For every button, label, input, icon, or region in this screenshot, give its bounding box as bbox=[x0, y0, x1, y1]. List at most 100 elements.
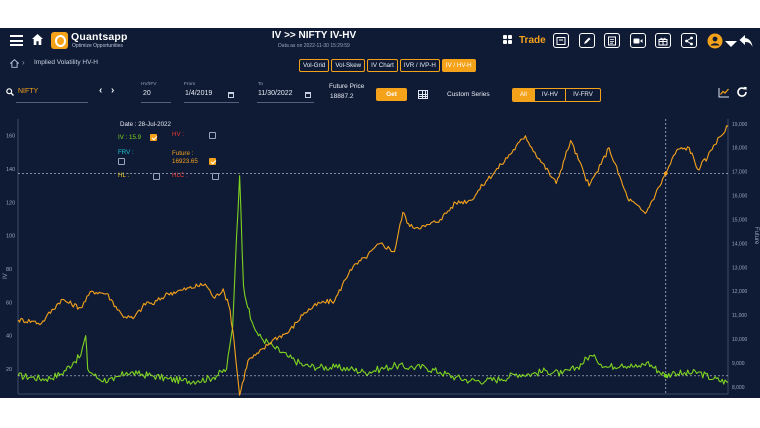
hv-ifv-underline bbox=[141, 102, 171, 103]
data-timestamp: Data as on 2022-11-30 15:29:59 bbox=[278, 43, 350, 49]
series-iv-frv-button[interactable]: IV-FRV bbox=[573, 91, 593, 98]
hv-ifv-input[interactable]: 20 bbox=[143, 90, 151, 97]
notes-icon[interactable] bbox=[604, 33, 620, 48]
calendar-icon[interactable] bbox=[228, 92, 234, 98]
table-icon[interactable] bbox=[418, 90, 428, 99]
to-underline bbox=[257, 102, 314, 103]
y2-tick-label: 19,000 bbox=[732, 122, 748, 128]
legend-future-checkbox[interactable] bbox=[209, 158, 216, 165]
hv-ifv-label: HV/IFV bbox=[141, 82, 157, 87]
video-icon[interactable] bbox=[630, 33, 646, 48]
to-label: To bbox=[258, 82, 264, 87]
symbol-input[interactable]: NIFTY bbox=[18, 88, 39, 95]
future-price-value: 18887.2 bbox=[330, 93, 354, 100]
series-iv-hv-button[interactable]: IV-HV bbox=[535, 89, 567, 101]
y2-tick-label: 10,000 bbox=[732, 337, 748, 343]
legend-iv-checkbox[interactable] bbox=[150, 134, 157, 141]
calendar-icon[interactable] bbox=[305, 92, 311, 98]
line-chart-icon[interactable] bbox=[718, 87, 730, 98]
iv-hv-chart[interactable]: 20 40 60 80 100 120 140 160 8,000 9,000 10,000 11,0… bbox=[0, 111, 760, 398]
y2-tick-label: 14,000 bbox=[732, 241, 748, 247]
y2-tick-label: 16,000 bbox=[732, 194, 748, 200]
trade-button[interactable]: Trade bbox=[519, 35, 546, 46]
breadcrumb-chevron-icon: › bbox=[22, 58, 25, 67]
legend-date: Date : 28-Jul-2022 bbox=[120, 121, 171, 128]
brand-tagline: Optimize Opportunities bbox=[72, 43, 123, 49]
tab-iv-hv-h[interactable]: IV / HV-H bbox=[441, 59, 476, 72]
brand-logo[interactable] bbox=[51, 32, 68, 49]
from-date-input[interactable]: 1/4/2019 bbox=[185, 90, 213, 97]
apps-icon[interactable] bbox=[503, 35, 513, 45]
y2-tick-label: 11,000 bbox=[732, 313, 747, 319]
legend-hv: HV : bbox=[172, 131, 185, 138]
crosshair-point-iv bbox=[663, 374, 668, 378]
share-icon[interactable] bbox=[681, 33, 697, 48]
y2-tick-label: 12,000 bbox=[732, 289, 748, 295]
y-tick-label: 100 bbox=[6, 234, 15, 240]
legend-hl-checkbox[interactable] bbox=[153, 173, 160, 180]
tab-iv-chart[interactable]: IV Chart bbox=[367, 59, 398, 72]
y2-axis-label: Future bbox=[753, 227, 759, 245]
legend-hv-checkbox[interactable] bbox=[209, 132, 216, 139]
y-tick-label: 80 bbox=[6, 267, 12, 273]
tab-ivr-ivp-h[interactable]: IVR / IVP-H bbox=[399, 59, 440, 72]
get-button[interactable]: Get bbox=[376, 88, 407, 101]
from-underline bbox=[184, 102, 239, 103]
y-tick-label: 40 bbox=[6, 334, 12, 340]
y2-tick-label: 17,000 bbox=[732, 170, 748, 176]
export-icon[interactable] bbox=[553, 33, 569, 48]
legend-frv-checkbox[interactable] bbox=[118, 158, 125, 165]
series-line-iv bbox=[17, 175, 729, 385]
series-line-future bbox=[17, 125, 729, 396]
y-axis-label: IV bbox=[3, 273, 9, 279]
y2-tick-label: 18,000 bbox=[732, 146, 748, 152]
breadcrumb[interactable]: Implied Volatility HV-H bbox=[34, 59, 98, 66]
controls-bar: NIFTY ‹ › HV/IFV 20 From 1/4/2019 To 11/… bbox=[0, 79, 760, 107]
menu-icon[interactable] bbox=[10, 35, 23, 46]
symbol-underline bbox=[16, 102, 88, 103]
user-icon[interactable] bbox=[707, 33, 723, 49]
breadcrumb-home-icon[interactable] bbox=[10, 59, 19, 68]
legend-frv: FRV : bbox=[118, 149, 134, 156]
y2-tick-label: 13,000 bbox=[732, 265, 748, 271]
crosshair-point-future bbox=[663, 171, 668, 176]
y-tick-label: 60 bbox=[6, 300, 12, 306]
next-symbol-icon[interactable]: › bbox=[111, 85, 115, 96]
top-bar: Quantsapp Optimize Opportunities IV >> N… bbox=[0, 28, 760, 54]
y-tick-label: 160 bbox=[6, 134, 15, 140]
app-window: Quantsapp Optimize Opportunities IV >> N… bbox=[0, 28, 760, 398]
tab-vol-skew[interactable]: Vol-Skew bbox=[331, 59, 366, 72]
y2-tick-label: 15,000 bbox=[732, 217, 748, 223]
y2-tick-label: 8,000 bbox=[732, 385, 745, 391]
chart-legend: Date : 28-Jul-2022 IV : 15.9 HV : FRV : … bbox=[113, 119, 229, 207]
prev-symbol-icon[interactable]: ‹ bbox=[99, 85, 103, 96]
brand-name: Quantsapp bbox=[71, 31, 128, 43]
y-tick-label: 140 bbox=[6, 167, 15, 173]
to-date-input[interactable]: 11/30/2022 bbox=[258, 90, 293, 97]
view-tabs: Vol-Grid Vol-Skew IV Chart IVR / IVP-H I… bbox=[299, 59, 476, 72]
legend-future-value: 16923.65 bbox=[172, 158, 198, 165]
y-tick-label: 20 bbox=[6, 367, 12, 373]
legend-hlc: HLC : bbox=[172, 172, 188, 179]
refresh-icon[interactable] bbox=[736, 86, 748, 98]
back-icon[interactable] bbox=[738, 33, 754, 49]
gift-icon[interactable] bbox=[655, 33, 671, 48]
legend-hl: HL : bbox=[118, 172, 130, 179]
page-title: IV >> NIFTY IV-HV bbox=[271, 30, 357, 41]
series-all-button[interactable]: All bbox=[513, 89, 535, 101]
y2-tick-label: 9,000 bbox=[732, 361, 745, 367]
future-price-label: Future Price bbox=[329, 83, 365, 90]
edit-icon[interactable] bbox=[579, 33, 595, 48]
custom-series-label: Custom Series bbox=[447, 91, 490, 98]
chart-canvas[interactable]: 20 40 60 80 100 120 140 160 8,000 9,000 10,000 11,0… bbox=[0, 111, 760, 398]
chevron-down-icon[interactable] bbox=[723, 36, 739, 52]
tab-vol-grid[interactable]: Vol-Grid bbox=[299, 59, 330, 72]
y-tick-label: 120 bbox=[6, 200, 15, 206]
series-toggle: All IV-HV IV-FRV bbox=[512, 88, 601, 102]
legend-future-label: Future : bbox=[172, 150, 194, 157]
search-icon bbox=[6, 88, 14, 96]
legend-hlc-checkbox[interactable] bbox=[212, 173, 219, 180]
legend-iv: IV : 15.9 bbox=[118, 134, 142, 141]
from-label: From bbox=[184, 82, 196, 87]
home-icon[interactable] bbox=[31, 33, 44, 46]
